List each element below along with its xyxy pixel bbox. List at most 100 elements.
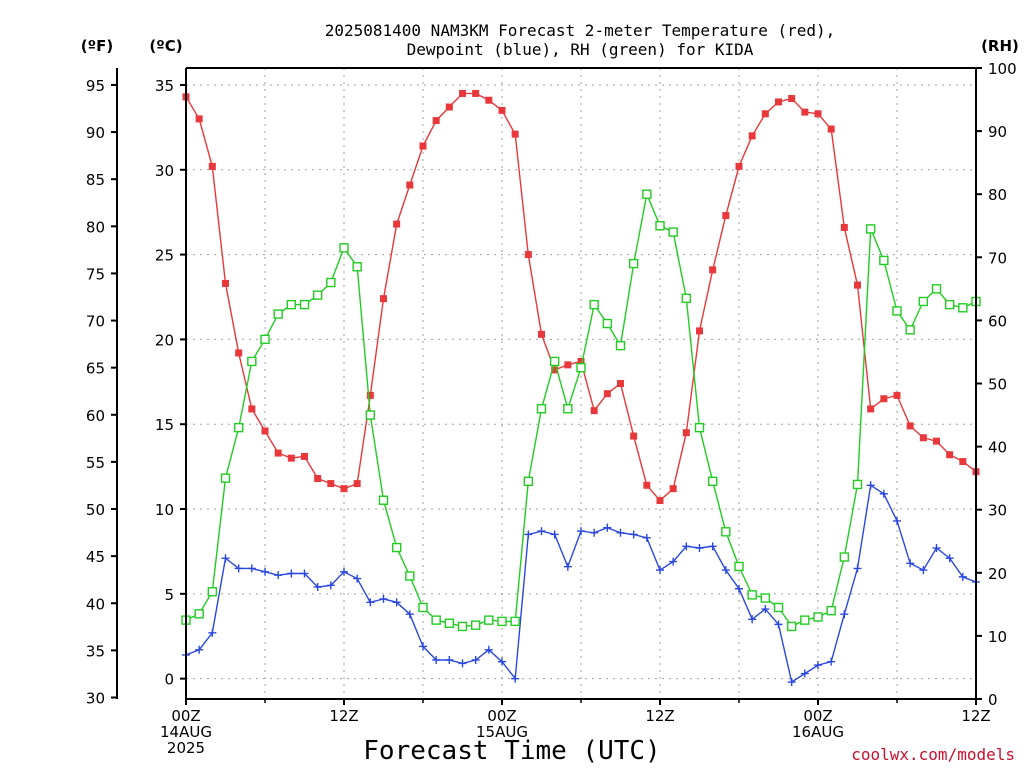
rh-tick-label: 100 — [988, 60, 1017, 78]
dewpoint-point — [484, 645, 493, 654]
dewpoint-point — [879, 489, 888, 498]
rh-tick-label: 70 — [988, 249, 1007, 267]
dewpoint-point — [866, 481, 875, 490]
dewpoint-point — [511, 674, 520, 683]
dewpoint-point — [195, 645, 204, 654]
rh-point — [655, 221, 665, 231]
celsius-tick-label: 35 — [155, 77, 174, 95]
rh-point — [497, 616, 507, 627]
dewpoint-point — [656, 566, 664, 575]
rh-point — [839, 552, 850, 562]
fahrenheit-tick-label: 30 — [86, 689, 105, 707]
rh-series — [181, 189, 981, 632]
dewpoint-point — [405, 610, 414, 619]
temperature-point — [814, 110, 822, 118]
rh-point — [299, 299, 310, 310]
rh-point — [879, 255, 889, 266]
dewpoint-point — [800, 669, 809, 678]
x-tick-label: 2025 — [167, 739, 205, 757]
celsius-tick-label: 30 — [155, 162, 174, 180]
rh-point — [852, 479, 863, 490]
rh-point — [786, 621, 797, 632]
dewpoint-point — [906, 559, 915, 568]
temperature-point — [669, 485, 677, 493]
rh-point — [431, 615, 441, 625]
rh-point — [563, 404, 573, 414]
temperature-point — [709, 266, 717, 274]
temperature-point — [801, 108, 809, 116]
celsius-tick-label: 0 — [164, 671, 174, 689]
rh-point — [510, 616, 520, 627]
temperature-point — [485, 96, 493, 104]
temperature-point — [617, 380, 624, 387]
temperature-point — [564, 361, 572, 369]
temperature-point — [538, 330, 545, 338]
chart-title-line-1: 2025081400 NAM3KM Forecast 2-meter Tempe… — [325, 21, 836, 40]
rh-point — [615, 340, 626, 351]
temperature-point — [287, 454, 295, 462]
temperature-point — [840, 223, 848, 231]
dewpoint-point — [379, 594, 388, 603]
dewpoint-point — [814, 661, 822, 670]
dewpoint-point — [287, 569, 296, 578]
rh-point — [813, 612, 823, 622]
temperature-point — [933, 437, 940, 445]
dewpoint-point — [761, 605, 770, 614]
temperature-point — [919, 434, 927, 442]
dewpoint-point — [432, 655, 441, 664]
temperature-point — [880, 395, 888, 403]
dewpoint-point — [919, 566, 928, 575]
x-tick-label: 12Z — [329, 707, 358, 725]
fahrenheit-tick-label: 45 — [86, 548, 105, 566]
rh-point — [668, 227, 678, 237]
temperature-point — [551, 366, 559, 374]
x-tick-label: 00Z — [803, 707, 832, 725]
x-axis-title: Forecast Time (UTC) — [363, 736, 660, 766]
fahrenheit-tick-label: 75 — [86, 265, 105, 283]
temperature-point — [301, 452, 308, 460]
x-tick-label: 16AUG — [792, 723, 844, 741]
credit-link[interactable]: coolwx.com/models — [851, 745, 1015, 764]
dewpoint-point — [748, 615, 757, 624]
temperature-point — [656, 497, 664, 505]
temperature-point — [261, 427, 269, 435]
rh-point — [681, 293, 692, 304]
rh-point — [339, 243, 349, 253]
dewpoint-point — [274, 571, 283, 580]
rh-point — [707, 476, 718, 487]
rh-tick-label: 50 — [988, 376, 1007, 394]
fahrenheit-tick-label: 70 — [86, 313, 105, 331]
rh-point — [273, 309, 283, 319]
dewpoint-point — [537, 527, 546, 536]
fahrenheit-tick-label: 80 — [86, 218, 105, 236]
x-tick-label: 00Z — [171, 707, 200, 725]
dewpoint-point — [471, 655, 480, 664]
rh-point — [457, 621, 468, 632]
celsius-tick-label: 20 — [155, 331, 174, 349]
dewpoint-point — [563, 562, 572, 571]
dewpoint-point — [616, 528, 625, 537]
rh-point — [247, 356, 257, 367]
dewpoint-point — [234, 564, 243, 573]
rh-point — [365, 410, 376, 420]
dewpoint-point — [340, 567, 348, 576]
temperature-point — [511, 130, 519, 138]
temperature-point — [208, 162, 216, 170]
rh-point — [391, 542, 402, 553]
chart-title-line-2: Dewpoint (blue), RH (green) for KIDA — [407, 40, 754, 59]
fahrenheit-tick-label: 50 — [86, 501, 105, 519]
temperature-point — [327, 480, 335, 488]
rh-tick-label: 90 — [988, 123, 1007, 141]
fahrenheit-tick-label: 85 — [86, 171, 105, 189]
rh-point — [800, 615, 810, 625]
dewpoint-point — [669, 557, 678, 566]
rh-point — [602, 318, 613, 329]
dewpoint-point — [721, 566, 730, 575]
temperature-point — [761, 110, 769, 118]
temperature-point — [577, 357, 585, 365]
x-tick-label: 12Z — [961, 707, 990, 725]
dewpoint-point — [642, 533, 651, 542]
temperature-point — [603, 390, 611, 398]
temperature-point — [524, 251, 532, 259]
